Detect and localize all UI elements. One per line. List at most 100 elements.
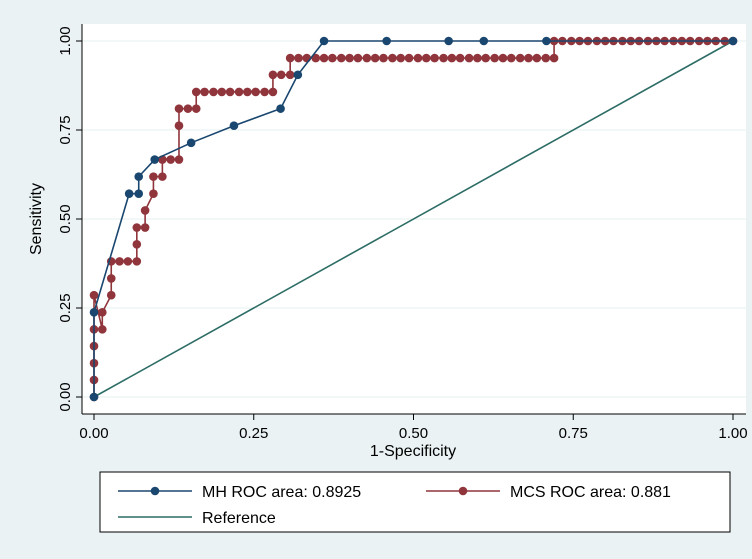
data-point: [234, 87, 244, 97]
data-point: [388, 53, 397, 63]
data-point: [140, 206, 150, 215]
data-point: [123, 257, 133, 266]
axes: 0.00 0.25 0.50 0.75 1.00 0.00 0.25 0.50 0.75 1.00: [57, 24, 748, 442]
data-point: [542, 36, 551, 46]
data-point: [336, 53, 346, 63]
data-point: [276, 104, 285, 113]
data-point: [183, 104, 193, 113]
data-point: [319, 53, 329, 63]
data-point: [370, 53, 380, 63]
data-point: [106, 290, 116, 300]
data-point: [186, 138, 196, 148]
data-point: [532, 53, 542, 63]
data-point: [490, 53, 499, 63]
data-point: [124, 189, 134, 199]
data-point: [515, 53, 525, 63]
x-tick-label: 0.75: [559, 425, 588, 442]
data-point: [268, 87, 278, 97]
legend-label: MCS ROC area: 0.881: [510, 484, 671, 501]
legend-label: MH ROC area: 0.8925: [202, 484, 361, 501]
data-point: [134, 172, 144, 181]
legend-label: Reference: [202, 510, 276, 527]
data-point: [421, 53, 431, 63]
data-point: [89, 392, 99, 402]
data-point: [549, 53, 559, 63]
data-point: [455, 53, 465, 63]
data-point: [473, 53, 482, 63]
data-point: [243, 87, 252, 97]
data-point: [311, 53, 321, 63]
data-point: [498, 53, 508, 63]
legend-box: [99, 471, 731, 533]
data-point: [345, 53, 354, 63]
data-point: [225, 87, 235, 97]
data-point: [229, 121, 239, 131]
data-point: [217, 87, 227, 97]
data-point: [276, 70, 286, 80]
data-point: [396, 53, 406, 63]
y-tick-label: 0.00: [57, 382, 74, 411]
series-line-0: [93, 40, 733, 397]
data-point: [209, 87, 218, 97]
data-point: [89, 307, 99, 317]
x-tick-label: 0.50: [399, 425, 428, 442]
data-point: [191, 104, 201, 113]
data-point: [268, 70, 278, 80]
data-point: [541, 53, 551, 63]
data-point: [89, 290, 99, 300]
data-point: [200, 87, 209, 97]
data-point: [150, 155, 160, 164]
data-point: [319, 36, 329, 46]
y-tick-label: 0.50: [57, 204, 74, 233]
data-point: [140, 223, 150, 232]
data-point: [464, 53, 474, 63]
y-tick-label: 1.00: [57, 26, 74, 55]
data-point: [285, 53, 295, 63]
series: [89, 36, 738, 402]
data-point: [362, 53, 372, 63]
data-point: [132, 257, 142, 266]
data-point: [413, 53, 423, 63]
data-point: [132, 239, 142, 249]
data-point: [174, 104, 184, 113]
data-point: [379, 53, 388, 63]
data-point: [134, 189, 144, 199]
data-point: [106, 274, 116, 283]
series-line-2: [93, 40, 734, 398]
data-point: [115, 257, 124, 266]
data-point: [328, 53, 337, 63]
data-point: [444, 36, 453, 46]
data-point: [524, 53, 533, 63]
data-point: [174, 155, 184, 164]
data-point: [149, 172, 158, 181]
data-point: [439, 53, 448, 63]
data-point: [149, 189, 158, 199]
data-point: [430, 53, 439, 63]
data-point: [447, 53, 457, 63]
data-point: [285, 70, 295, 80]
legend-swatch-marker: [458, 486, 468, 496]
data-point: [506, 53, 516, 63]
legend: MH ROC area: 0.8925 MCS ROC area: 0.881 Re…: [99, 471, 731, 533]
data-point: [353, 53, 363, 63]
data-point: [251, 87, 260, 97]
data-point: [191, 87, 201, 97]
data-point: [260, 87, 269, 97]
legend-swatch-marker: [150, 486, 160, 496]
y-tick-label: 0.75: [57, 115, 74, 144]
data-point: [294, 53, 303, 63]
y-tick-label: 0.25: [57, 293, 74, 322]
data-point: [158, 172, 167, 181]
data-point: [481, 53, 491, 63]
x-axis-label: 1-Specificity: [370, 443, 456, 460]
data-point: [404, 53, 414, 63]
x-tick-label: 0.00: [79, 425, 108, 442]
x-tick-label: 1.00: [718, 425, 747, 442]
y-axis-label: Sensitivity: [28, 183, 45, 255]
data-point: [479, 36, 489, 46]
data-point: [728, 36, 738, 46]
data-point: [293, 70, 303, 80]
data-point: [98, 325, 107, 334]
data-point: [166, 155, 175, 164]
